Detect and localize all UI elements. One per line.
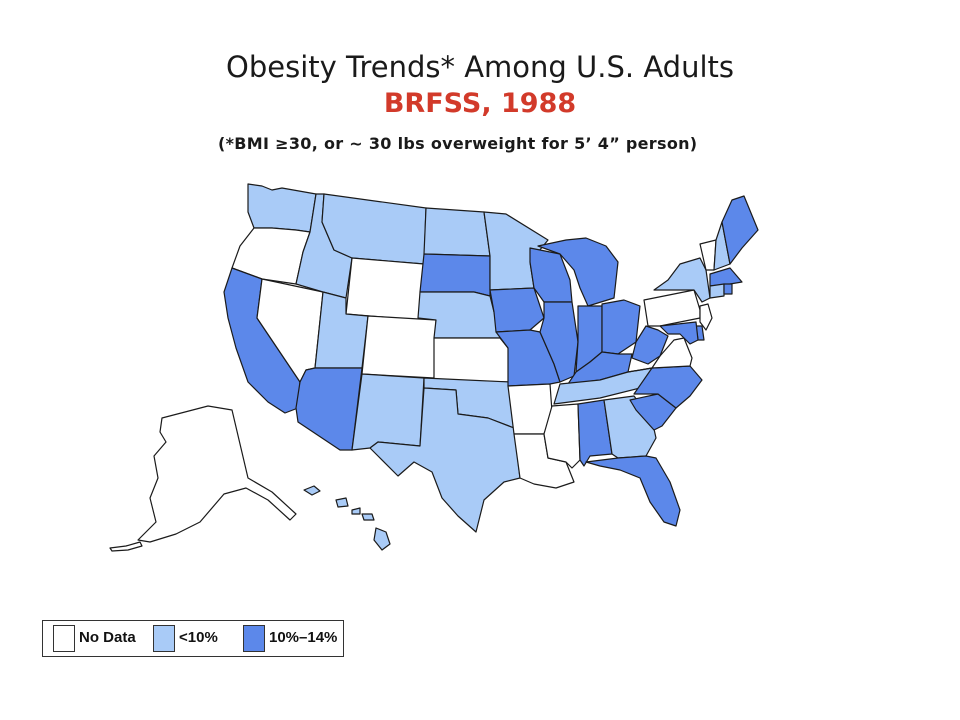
hawaii-island-4	[361, 513, 375, 521]
state-MD[interactable]	[659, 321, 699, 345]
state-NJ[interactable]	[699, 303, 713, 331]
legend-label-no-data: No Data	[79, 629, 136, 646]
state-SD[interactable]	[419, 253, 491, 297]
legend-label-10-14: 10%–14%	[269, 629, 338, 646]
state-PA[interactable]	[643, 289, 701, 327]
state-MS[interactable]	[543, 403, 581, 469]
state-HI[interactable]	[373, 527, 391, 551]
state-CO[interactable]	[361, 315, 437, 379]
state-RI[interactable]	[723, 283, 733, 295]
state-MA[interactable]	[709, 267, 743, 287]
state-OH[interactable]	[601, 299, 641, 355]
legend-swatch-lt10	[153, 625, 175, 652]
state-MI[interactable]	[537, 237, 619, 307]
state-NM[interactable]	[351, 373, 425, 451]
state-TX[interactable]	[369, 387, 521, 533]
state-AR[interactable]	[507, 383, 553, 435]
hawaii-island-1	[303, 485, 321, 496]
state-ND[interactable]	[423, 207, 491, 257]
state-AZ[interactable]	[295, 367, 363, 451]
state-WV[interactable]	[631, 325, 669, 365]
legend-label-lt10: <10%	[179, 629, 218, 646]
map-legend: No Data <10% 10%–14%	[42, 620, 344, 657]
legend-swatch-no-data	[53, 625, 75, 652]
state-KS[interactable]	[433, 337, 511, 383]
state-IL[interactable]	[539, 301, 579, 383]
alaska-island	[109, 541, 143, 552]
state-WY[interactable]	[345, 257, 425, 321]
state-AK[interactable]	[137, 405, 297, 543]
map-title: Obesity Trends* Among U.S. Adults	[226, 50, 734, 84]
hawaii-island-3	[351, 507, 361, 515]
bmi-footnote: (*BMI ≥30, or ~ 30 lbs overweight for 5’…	[218, 134, 698, 153]
state-WA[interactable]	[247, 183, 317, 233]
state-CT[interactable]	[709, 283, 725, 299]
state-ME[interactable]	[721, 195, 759, 265]
state-FL[interactable]	[585, 455, 681, 527]
map-subtitle: BRFSS, 1988	[383, 88, 577, 119]
state-IA[interactable]	[489, 287, 545, 333]
hawaii-island-2	[335, 497, 349, 508]
legend-swatch-10-14	[243, 625, 265, 652]
